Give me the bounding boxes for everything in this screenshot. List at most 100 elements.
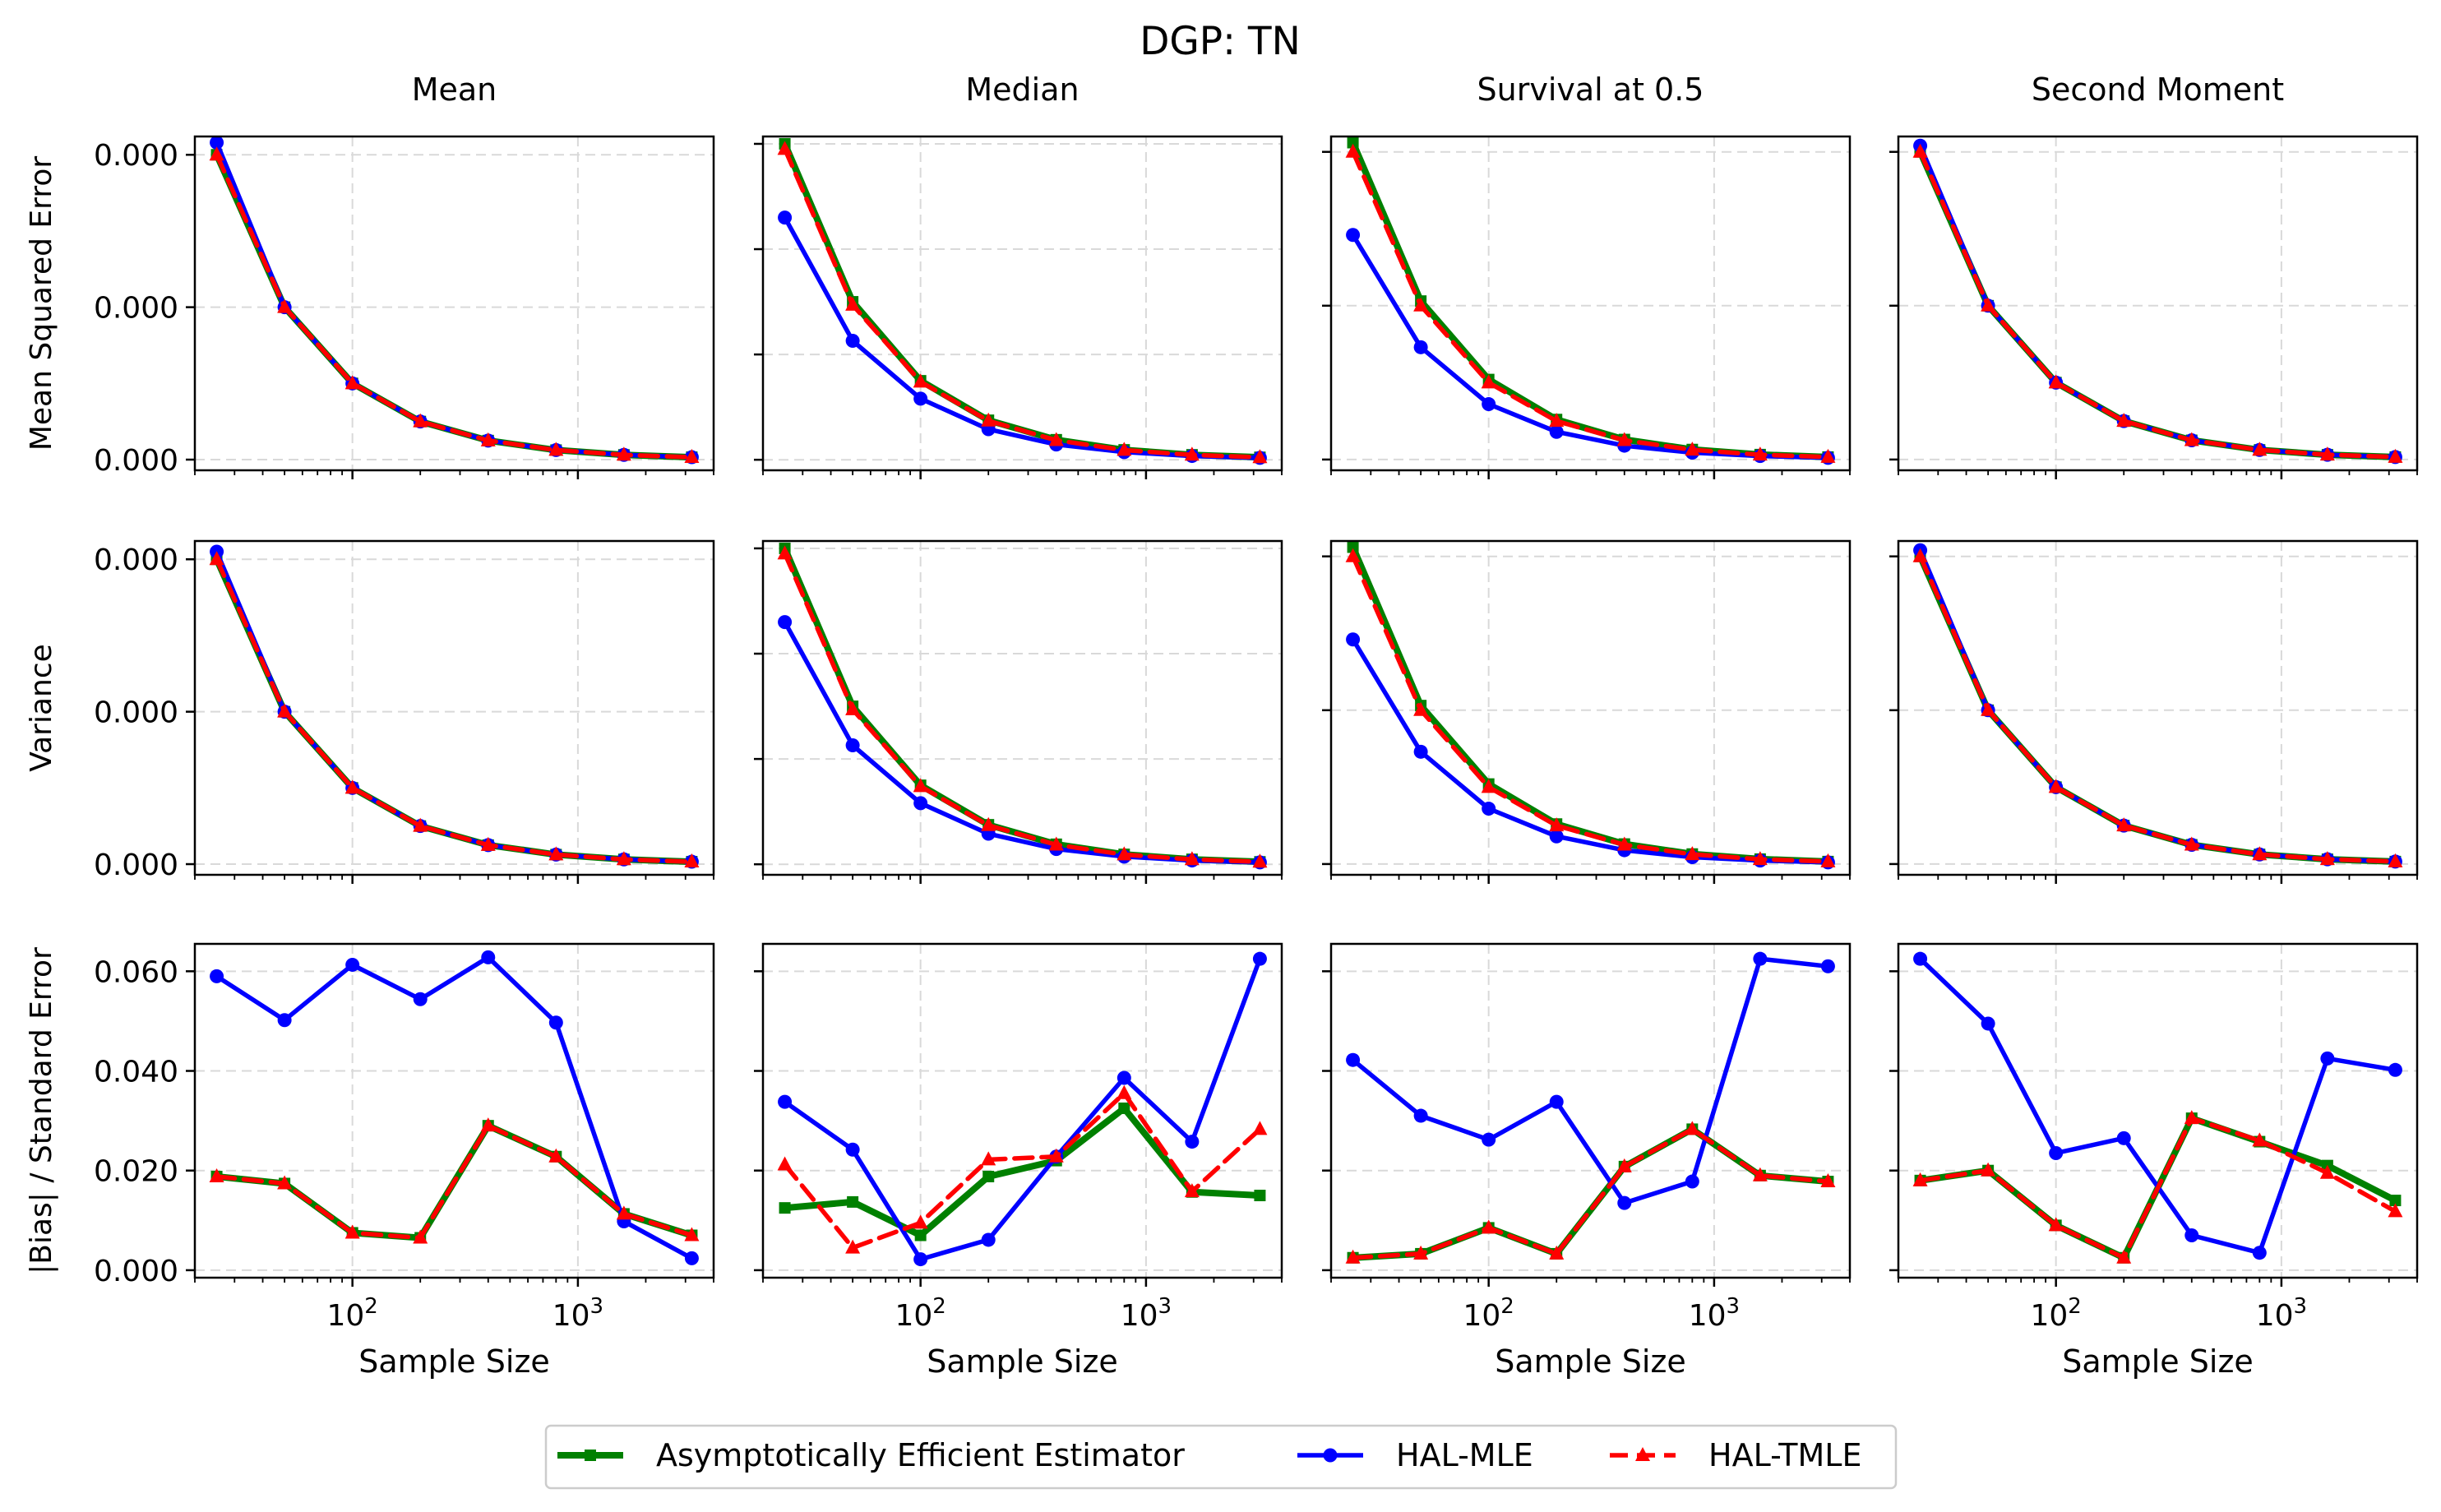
data-point-hal-mle [2388, 1062, 2402, 1077]
data-point-hal-mle [684, 1251, 699, 1265]
data-point-hal-tmle [1184, 1183, 1200, 1198]
data-point-hal-tmle [413, 1229, 428, 1244]
data-point-hal-mle [1252, 951, 1267, 966]
data-point-hal-mle [981, 1232, 996, 1247]
y-tick-label: 0.000 [94, 696, 178, 730]
data-point-hal-tmle [2184, 432, 2199, 446]
data-point-hal-tmle [1549, 817, 1565, 832]
axes-frame [1329, 539, 1852, 876]
legend-label: Asymptotically Efficient Estimator [656, 1437, 1185, 1473]
data-point-hal-tmle [1981, 701, 1996, 716]
data-point-hal-mle [413, 992, 428, 1006]
data-point-hal-tmle [1116, 442, 1132, 456]
data-point-asymptotically-efficient-estimator [1118, 1102, 1130, 1114]
panels-grid: Mean Squared Error 0.000 0.000 0.000 Mean Med… [25, 72, 2419, 1380]
data-point-hal-tmle [1048, 836, 1064, 851]
series-group [1345, 136, 1836, 465]
x-tick-exponent: 3 [590, 1294, 604, 1319]
series-group [777, 951, 1268, 1267]
data-point-hal-tmle [548, 846, 564, 861]
data-point-hal-tmle [981, 816, 996, 831]
data-point-hal-tmle [1820, 448, 1836, 463]
data-point-asymptotically-efficient-estimator [982, 1170, 995, 1182]
data-point-hal-mle [2320, 1051, 2335, 1066]
data-point-hal-tmle [1116, 1084, 1132, 1099]
x-tick-exponent: 2 [2068, 1294, 2082, 1319]
data-point-hal-tmle [1752, 1167, 1768, 1181]
data-point-asymptotically-efficient-estimator [914, 1229, 927, 1242]
data-point-hal-tmle [1752, 851, 1768, 866]
axes-frame [193, 539, 715, 876]
data-point-hal-tmle [981, 412, 996, 427]
data-point-hal-mle [1820, 959, 1835, 973]
legend-label: HAL-MLE [1396, 1437, 1533, 1473]
data-point-hal-tmle [2252, 846, 2268, 861]
series-line-hal-tmle [1350, 553, 1831, 864]
data-point-hal-tmle [2319, 1164, 2335, 1179]
data-point-hal-tmle [2048, 779, 2064, 793]
data-point-hal-tmle [344, 375, 360, 390]
data-point-hal-tmle [480, 432, 496, 446]
data-point-hal-mle [1482, 397, 1496, 412]
series-line-hal-mle [214, 955, 695, 1261]
series-line-hal-tmle [782, 146, 1263, 460]
x-tick-exponent: 3 [2294, 1294, 2308, 1319]
data-point-hal-tmle [209, 146, 224, 161]
grid [195, 944, 714, 1278]
data-point-hal-tmle [1912, 1172, 1928, 1186]
data-point-hal-tmle [2388, 1203, 2403, 1218]
x-tick-exponent: 2 [1500, 1294, 1514, 1319]
data-point-hal-tmle [684, 449, 700, 464]
legend-marker [585, 1450, 596, 1461]
data-point-hal-tmle [616, 1205, 631, 1220]
data-point-hal-tmle [1116, 846, 1132, 861]
data-point-hal-tmle [1184, 851, 1200, 866]
data-point-hal-tmle [1820, 853, 1836, 867]
data-point-hal-tmle [1252, 1121, 1268, 1135]
data-point-hal-tmle [277, 1175, 293, 1190]
y-tick-label: 0.040 [94, 1056, 178, 1089]
data-point-asymptotically-efficient-estimator [779, 1202, 791, 1214]
data-point-hal-tmle [981, 1151, 996, 1166]
data-point-hal-tmle [209, 1168, 224, 1182]
axes-frame [193, 135, 715, 472]
data-point-hal-mle [1549, 424, 1564, 439]
data-point-hal-tmle [1685, 846, 1700, 861]
data-point-hal-tmle [1345, 1249, 1361, 1264]
series-line-hal-tmle [214, 152, 695, 460]
data-point-hal-tmle [1820, 1173, 1836, 1188]
data-point-hal-mle [913, 796, 928, 811]
data-point-hal-tmle [913, 1214, 928, 1229]
data-point-hal-mle [913, 1252, 928, 1267]
data-point-hal-tmle [1481, 779, 1496, 793]
series-line-hal-tmle [782, 551, 1263, 864]
data-point-hal-mle [277, 1013, 292, 1028]
data-point-hal-tmle [1912, 143, 1928, 158]
data-point-hal-tmle [2184, 836, 2199, 851]
data-point-hal-tmle [1345, 548, 1361, 562]
data-point-hal-mle [481, 950, 496, 964]
panel-mean-squared-error-median: Median [754, 72, 1283, 479]
data-point-hal-mle [845, 738, 860, 752]
panel-mean-squared-error-second-moment: Second Moment [1889, 72, 2419, 479]
data-point-hal-tmle [480, 836, 496, 851]
data-point-hal-tmle [209, 551, 224, 566]
y-tick-label: 0.000 [94, 543, 178, 577]
data-point-hal-tmle [1549, 1245, 1565, 1260]
data-point-hal-mle [1617, 1195, 1632, 1210]
data-point-hal-mle [1549, 829, 1564, 844]
series-group [209, 544, 700, 869]
x-axis-label: Sample Size [927, 1343, 1118, 1380]
axes-frame [1329, 135, 1852, 472]
data-point-hal-tmle [845, 1239, 861, 1254]
data-point-hal-mle [1116, 1070, 1131, 1085]
data-point-hal-tmle [344, 1224, 360, 1239]
data-point-hal-mle [2116, 1131, 2131, 1145]
data-point-hal-mle [2184, 1228, 2199, 1242]
panel-mean-squared-error-mean: 0.000 0.000 0.000 Mean [94, 72, 715, 479]
data-point-hal-tmle [1252, 449, 1268, 464]
